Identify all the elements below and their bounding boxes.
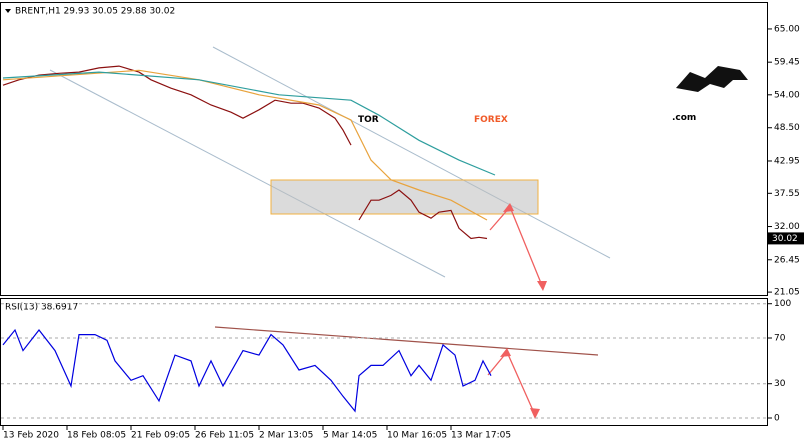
data-line — [2, 328, 492, 413]
data-line — [2, 65, 352, 146]
y-tick-label: 70 — [774, 334, 786, 344]
symbol-icon — [5, 9, 11, 13]
main-panel — [0, 2, 768, 296]
x-tick-label: 2 Mar 13:05 — [259, 431, 313, 441]
y-tick-label: 65.00 — [774, 24, 800, 34]
data-line — [358, 189, 488, 240]
y-tick-label: 0 — [774, 414, 780, 424]
y-tick-label: 37.55 — [774, 189, 800, 199]
y-tick-label: 26.45 — [774, 255, 800, 265]
price-label: 30.02 — [772, 234, 798, 244]
y-tick-label: 59.45 — [774, 58, 800, 68]
logo-text: .com — [672, 113, 696, 123]
x-tick-label: 5 Mar 14:05 — [323, 431, 377, 441]
resistance-zone — [270, 179, 539, 215]
logo-text: TOR — [358, 115, 379, 125]
data-line — [2, 69, 488, 221]
y-tick-label: 48.50 — [774, 123, 800, 133]
x-tick-label: 13 Feb 2020 — [3, 431, 59, 441]
arrow-head — [530, 408, 540, 419]
chart-title: BRENT,H1 29.93 30.05 29.88 30.02 — [15, 7, 175, 17]
rsi-panel — [0, 298, 768, 426]
y-tick-label: 42.95 — [774, 156, 800, 166]
logo-text: FOREX — [474, 115, 508, 125]
data-line — [2, 71, 496, 176]
y-tick-label: 32.00 — [774, 222, 800, 232]
rsi-trend-line — [214, 326, 599, 356]
rsi-title: RSI(13) 38.6917 — [5, 303, 78, 313]
arrow-head — [537, 281, 547, 291]
x-tick-label: 18 Feb 08:05 — [67, 431, 126, 441]
price-label-box — [768, 232, 804, 245]
y-tick-label: 54.00 — [774, 90, 800, 100]
y-tick-label: 100 — [774, 299, 791, 309]
arrow-head — [503, 203, 514, 212]
bull-icon — [676, 66, 748, 92]
arrow-head — [500, 348, 511, 357]
x-tick-label: 13 Mar 17:05 — [451, 431, 511, 441]
x-tick-label: 26 Feb 11:05 — [195, 431, 254, 441]
y-tick-label: 21.05 — [774, 288, 800, 298]
channel-line — [49, 69, 446, 278]
x-tick-label: 21 Feb 09:05 — [131, 431, 190, 441]
x-tick-label: 10 Mar 16:05 — [387, 431, 447, 441]
channel-line — [212, 46, 611, 259]
y-tick-label: 30 — [774, 379, 786, 389]
